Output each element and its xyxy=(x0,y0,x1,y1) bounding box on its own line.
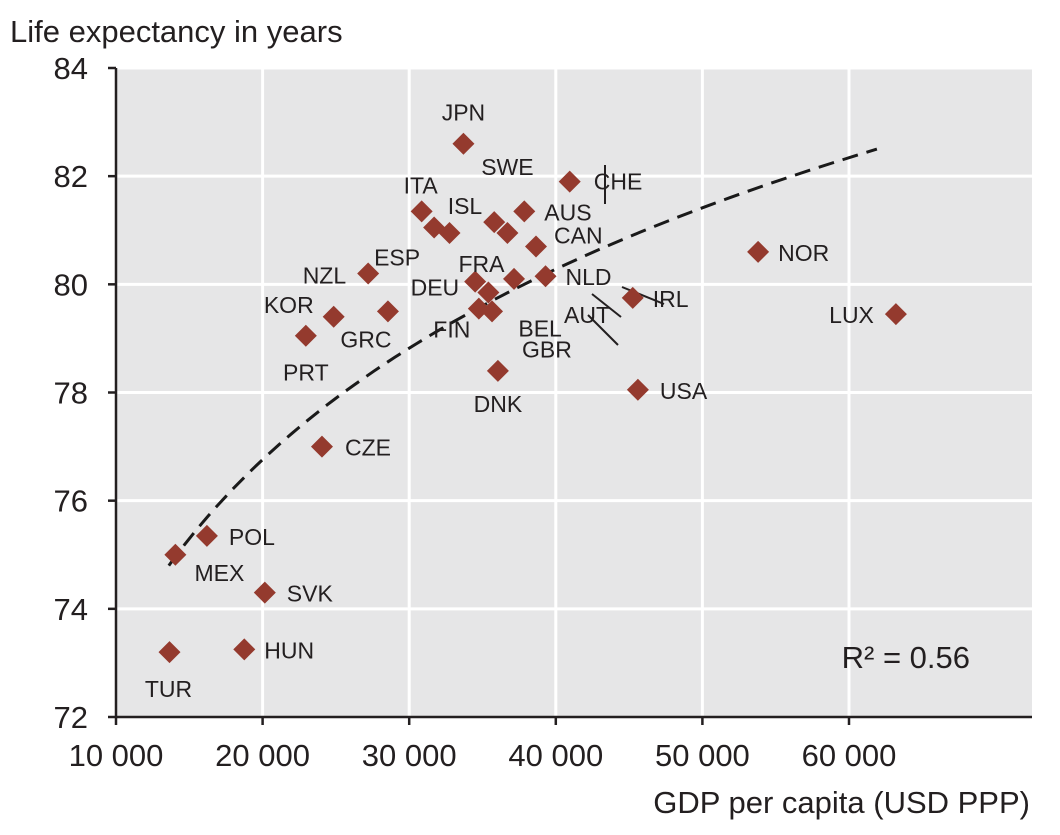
point-deu xyxy=(464,270,487,293)
point-label-isl: ISL xyxy=(448,193,483,219)
point-label-cze: CZE xyxy=(345,435,391,461)
point-label-lux: LUX xyxy=(829,302,874,328)
point-tur xyxy=(158,641,181,664)
point-label-jpn: JPN xyxy=(442,100,485,126)
point-lux xyxy=(884,303,907,326)
y-axis-title: Life expectancy in years xyxy=(10,14,343,49)
leader-line-bel xyxy=(591,293,622,318)
point-gbr xyxy=(481,300,504,323)
point-che xyxy=(558,170,581,193)
point-isl xyxy=(483,211,506,234)
point-label-gbr: GBR xyxy=(522,336,572,362)
point-svk xyxy=(253,581,276,604)
point-labels: JPN CHE SWE ISL AUS ITA ESP FRA CAN NZL NLD AUT DEU B… xyxy=(145,100,874,702)
axes xyxy=(108,66,1032,725)
y-tick-label: 84 xyxy=(54,51,88,86)
point-mex xyxy=(164,543,187,566)
point-label-nld: NLD xyxy=(566,264,612,290)
x-tick-label: 30 000 xyxy=(362,738,457,773)
point-label-irl: IRL xyxy=(653,286,689,312)
point-label-kor: KOR xyxy=(264,292,314,318)
point-label-prt: PRT xyxy=(283,360,329,386)
point-label-deu: DEU xyxy=(411,275,460,301)
y-tick-label: 78 xyxy=(54,376,88,411)
x-tick-label: 40 000 xyxy=(508,738,603,773)
point-label-fra: FRA xyxy=(459,251,506,277)
point-pol xyxy=(195,524,218,547)
point-label-hun: HUN xyxy=(264,637,314,663)
point-fra xyxy=(438,221,461,244)
point-label-nor: NOR xyxy=(778,240,829,266)
gridlines xyxy=(116,66,1032,717)
point-label-tur: TUR xyxy=(145,676,192,702)
label-leader-lines xyxy=(587,165,665,346)
y-tick-label: 76 xyxy=(54,484,88,519)
point-label-can: CAN xyxy=(554,222,603,248)
x-axis-title: GDP per capita (USD PPP) xyxy=(653,785,1030,820)
x-tick-label: 10 000 xyxy=(69,738,164,773)
x-tick-label: 50 000 xyxy=(655,738,750,773)
y-tick-label: 74 xyxy=(54,592,88,627)
y-tick-label: 80 xyxy=(54,267,88,302)
point-label-fin: FIN xyxy=(433,317,470,343)
point-label-aut: AUT xyxy=(564,302,610,328)
point-label-bel: BEL xyxy=(518,315,562,341)
tick-labels: 72 74 76 78 80 82 84 10 000 20 000 30 000 40 000 50… xyxy=(54,51,897,773)
data-points xyxy=(158,132,907,664)
leader-line-gbr xyxy=(587,314,619,346)
leader-line-aut xyxy=(621,286,665,305)
y-tick-label: 72 xyxy=(54,700,88,735)
point-aut xyxy=(503,267,526,290)
point-label-grc: GRC xyxy=(340,326,391,352)
point-label-svk: SVK xyxy=(287,581,334,607)
point-cze xyxy=(310,435,333,458)
point-grc xyxy=(376,300,399,323)
point-usa xyxy=(626,378,649,401)
point-nzl xyxy=(357,262,380,285)
point-label-mex: MEX xyxy=(194,560,244,586)
point-bel xyxy=(477,281,500,304)
point-label-nzl: NZL xyxy=(303,263,347,289)
point-label-usa: USA xyxy=(660,378,708,404)
point-label-pol: POL xyxy=(229,524,275,550)
point-label-ita: ITA xyxy=(404,172,439,198)
point-ita xyxy=(410,200,433,223)
x-tick-label: 60 000 xyxy=(802,738,897,773)
point-label-dnk: DNK xyxy=(474,391,523,417)
point-irl xyxy=(621,286,644,309)
point-label-aus: AUS xyxy=(544,199,591,225)
point-nld xyxy=(534,265,557,288)
trend-line xyxy=(167,147,878,567)
x-tick-label: 20 000 xyxy=(215,738,310,773)
point-aus xyxy=(513,200,536,223)
point-dnk xyxy=(486,359,509,382)
point-swe xyxy=(496,221,519,244)
point-prt xyxy=(294,324,317,347)
point-label-esp: ESP xyxy=(374,245,420,271)
y-tick-label: 82 xyxy=(54,159,88,194)
point-can xyxy=(525,235,548,258)
point-jpn xyxy=(452,132,475,155)
point-nor xyxy=(747,240,770,263)
point-label-che: CHE xyxy=(594,169,643,195)
r-squared-annotation: R² = 0.56 xyxy=(842,640,970,675)
point-hun xyxy=(233,638,256,661)
point-kor xyxy=(322,305,345,328)
point-label-swe: SWE xyxy=(481,154,533,180)
